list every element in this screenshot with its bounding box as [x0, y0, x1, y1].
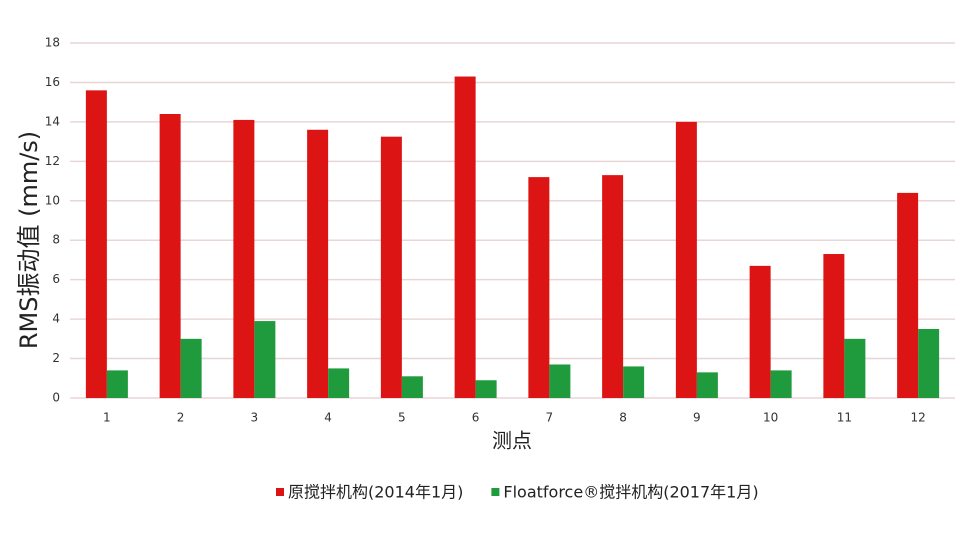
bar: [549, 364, 571, 398]
bar: [328, 368, 350, 398]
legend-label: Floatforce®搅拌机构(2017年1月): [503, 483, 758, 502]
legend-label: 原搅拌机构(2014年1月): [288, 483, 463, 502]
x-tick-label: 11: [837, 411, 852, 425]
x-tick-label: 8: [619, 411, 627, 425]
x-axis-label: 测点: [492, 429, 532, 453]
y-tick-label: 4: [52, 312, 60, 326]
bar: [233, 119, 255, 399]
bar: [696, 372, 718, 398]
y-tick-label: 6: [52, 272, 60, 286]
bar: [623, 366, 645, 398]
y-tick-label: 0: [52, 391, 60, 405]
bar: [106, 370, 128, 398]
y-tick-label: 16: [45, 75, 60, 89]
x-tick-label: 5: [398, 411, 406, 425]
bar: [180, 338, 202, 398]
bar: [844, 338, 866, 398]
bar: [823, 254, 845, 398]
bar: [770, 370, 792, 398]
bar: [254, 321, 276, 398]
x-tick-label: 4: [324, 411, 332, 425]
x-tick-label: 1: [103, 411, 111, 425]
legend-swatch: [491, 488, 500, 496]
bar: [85, 90, 107, 398]
bar: [749, 265, 771, 398]
y-tick-label: 2: [52, 351, 60, 365]
y-axis-label: RMS振动值 (mm/s): [15, 131, 43, 349]
x-tick-label: 7: [546, 411, 554, 425]
legend: 原搅拌机构(2014年1月) Floatforce®搅拌机构(2017年1月): [276, 483, 759, 502]
bar: [454, 76, 476, 399]
bar: [897, 192, 919, 398]
x-tick-label: 3: [251, 411, 259, 425]
y-tick-label: 12: [45, 154, 60, 168]
x-tick-label: 9: [693, 411, 701, 425]
bar: [475, 380, 497, 398]
bar: [159, 114, 181, 398]
y-tick-label: 10: [45, 193, 60, 207]
legend-swatch: [276, 488, 284, 496]
bar: [380, 136, 402, 399]
x-tick-label: 10: [763, 411, 778, 425]
bar: [675, 121, 697, 398]
bar: [918, 328, 940, 398]
x-tick-label: 6: [472, 411, 480, 425]
y-tick-label: 8: [52, 233, 60, 247]
y-tick-label: 18: [45, 36, 60, 50]
bar: [307, 129, 329, 398]
bar: [401, 376, 423, 398]
x-tick-label: 12: [910, 411, 925, 425]
bar: [528, 177, 550, 398]
bar: [602, 175, 624, 398]
y-tick-label: 14: [45, 114, 60, 128]
x-tick-label: 2: [177, 411, 185, 425]
